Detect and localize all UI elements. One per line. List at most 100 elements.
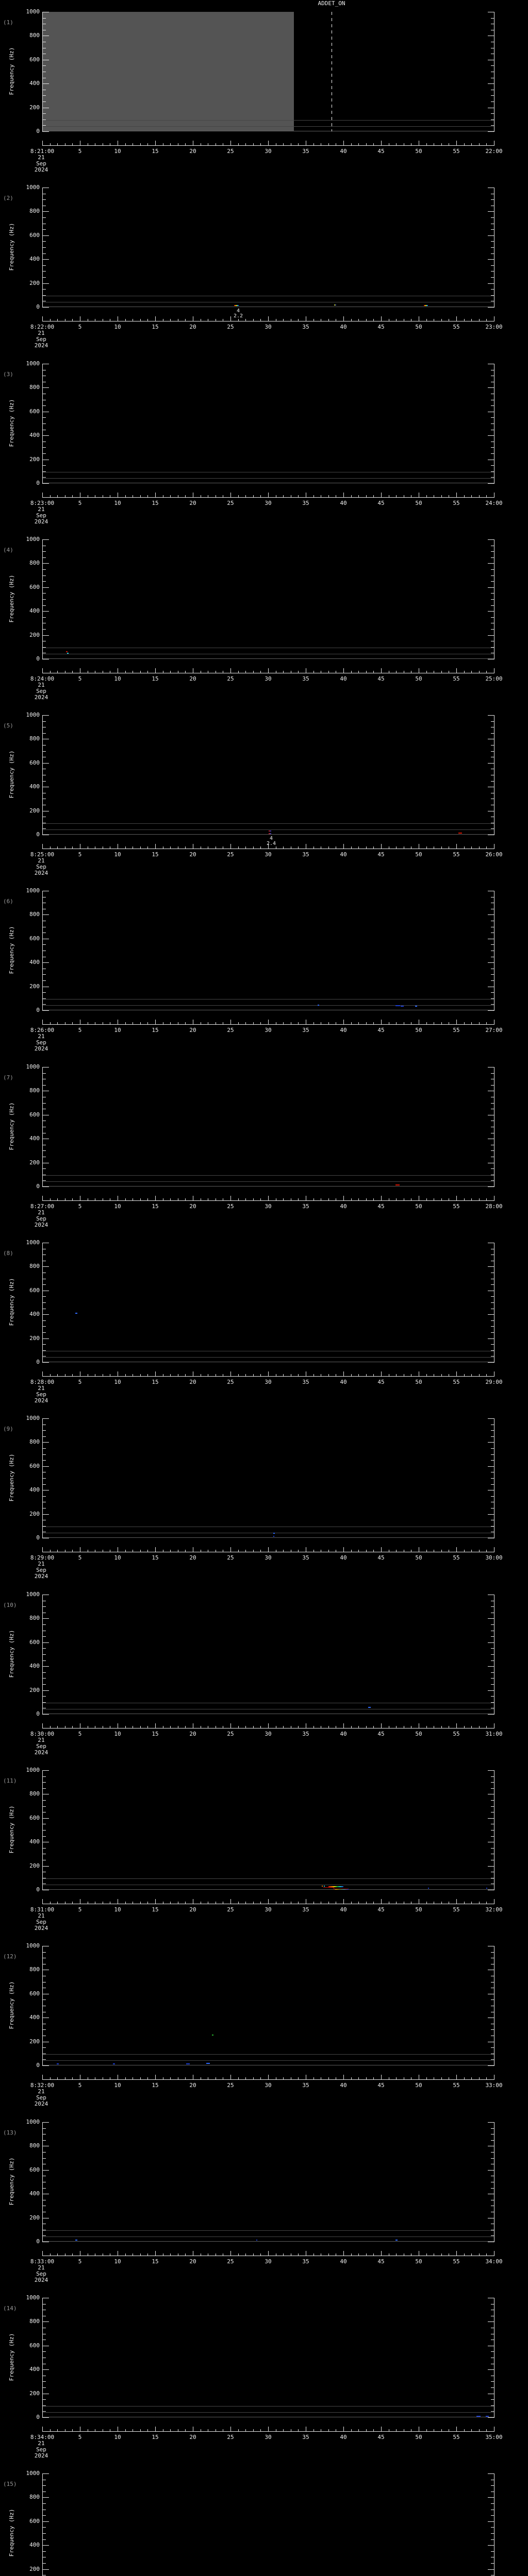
x-minor-tick (72, 1198, 73, 1200)
y-tick-label: 600 (29, 935, 40, 942)
x-major-tick (268, 1196, 269, 1200)
x-minor-tick (351, 1550, 352, 1552)
x-minor-tick (486, 2077, 487, 2079)
y-tick-right (488, 1690, 494, 1691)
gridline-95hz (42, 823, 494, 824)
x-minor-tick (366, 1726, 367, 1728)
x-tick-label: 10 (114, 1554, 121, 1561)
x-major-tick (42, 1020, 43, 1024)
y-tick-left (43, 2497, 49, 2498)
x-major-tick (42, 316, 43, 321)
x-tick-label: 40 (340, 500, 347, 506)
y-axis-title: Frequency (Hz) (8, 2157, 15, 2206)
event-mark (212, 2035, 213, 2036)
x-major-tick (456, 1547, 457, 1552)
y-tick-right (491, 2387, 494, 2388)
y-tick-left (43, 992, 46, 993)
y-tick-right (488, 1362, 494, 1363)
y-tick-left (43, 2527, 46, 2528)
x-major-tick (42, 1723, 43, 1728)
y-tick-right (491, 1788, 494, 1789)
x-axis-line (42, 497, 494, 498)
y-tick-right (491, 2551, 494, 2552)
x-minor-tick (238, 2429, 239, 2431)
y-tick-label: 200 (29, 2038, 40, 2045)
y-tick-left (43, 1448, 46, 1449)
y-tick-left (43, 1073, 46, 1074)
x-tick-label: 55 (453, 1906, 460, 1913)
y-tick-right (488, 715, 494, 716)
y-tick-right (488, 2369, 494, 2370)
y-tick-left (43, 217, 46, 218)
x-tick-label: 40 (340, 2258, 347, 2265)
x-minor-tick (373, 1022, 374, 1024)
x-minor-tick (426, 2253, 427, 2256)
gridline-95hz (42, 120, 494, 121)
x-minor-tick (253, 143, 254, 145)
y-tick-left (43, 617, 46, 618)
x-major-tick (343, 844, 344, 849)
x-minor-tick (72, 2253, 73, 2256)
x-tick-label: 30 (265, 1554, 272, 1561)
x-minor-tick (298, 671, 299, 673)
x-start-time-label: 8:30:00 (30, 1731, 55, 1737)
x-minor-tick (479, 495, 480, 497)
y-tick-label: 200 (29, 1687, 40, 1693)
x-minor-tick (57, 846, 58, 849)
x-major-tick (230, 2427, 231, 2431)
x-minor-tick (260, 2253, 261, 2256)
x-axis-line (42, 2079, 494, 2080)
x-minor-tick (366, 671, 367, 673)
x-tick-label: 40 (340, 2082, 347, 2089)
y-tick-label: 400 (29, 2541, 40, 2548)
x-tick-label: 50 (415, 1906, 422, 1913)
x-minor-tick (358, 1022, 359, 1024)
y-tick-left (43, 647, 46, 648)
x-minor-tick (358, 319, 359, 321)
x-start-date-line: 2024 (34, 342, 48, 349)
x-minor-tick (238, 1726, 239, 1728)
x-tick-label: 45 (377, 2258, 385, 2265)
x-major-tick (381, 1020, 382, 1024)
x-tick-label: 40 (340, 1906, 347, 1913)
x-minor-tick (238, 319, 239, 321)
y-tick-right (488, 1714, 494, 1715)
y-tick-right (491, 1284, 494, 1285)
x-minor-tick (72, 1374, 73, 1376)
y-tick-label: 800 (29, 384, 40, 391)
x-tick-label: 5 (78, 675, 82, 682)
y-tick-label: 800 (29, 208, 40, 214)
x-tick-label: 40 (340, 1027, 347, 1033)
x-minor-tick (245, 846, 246, 849)
x-tick-label: 20 (189, 675, 196, 682)
y-tick-left (43, 1836, 46, 1837)
x-minor-tick (441, 2253, 442, 2256)
x-minor-tick (245, 319, 246, 321)
y-tick-left (43, 1103, 46, 1104)
x-minor-tick (283, 2077, 284, 2079)
x-tick-label: 55 (453, 2434, 460, 2441)
x-end-time-label: 34:00 (485, 2258, 503, 2265)
x-start-time-label: 8:33:00 (30, 2258, 55, 2265)
x-minor-tick (471, 319, 472, 321)
y-tick-left (43, 635, 49, 636)
y-tick-left (43, 715, 49, 716)
x-tick-label: 55 (453, 1203, 460, 1210)
y-tick-right (488, 2417, 494, 2418)
x-tick-label: 5 (78, 1027, 82, 1033)
x-minor-tick (486, 846, 487, 849)
y-tick-left (43, 2128, 46, 2129)
y-tick-left (43, 453, 46, 454)
x-tick-label: 50 (415, 148, 422, 155)
x-minor-tick (125, 1902, 126, 1904)
x-major-tick (268, 493, 269, 497)
y-tick-label: 0 (36, 1359, 40, 1365)
y-tick-right (491, 1672, 494, 1673)
event-mark (476, 2416, 481, 2417)
x-minor-tick (72, 846, 73, 849)
y-tick-label: 1000 (26, 1415, 40, 1421)
y-tick-left (43, 113, 46, 114)
y-tick-right (491, 1606, 494, 1607)
y-tick-left (43, 1466, 49, 1467)
y-tick-right (491, 95, 494, 96)
